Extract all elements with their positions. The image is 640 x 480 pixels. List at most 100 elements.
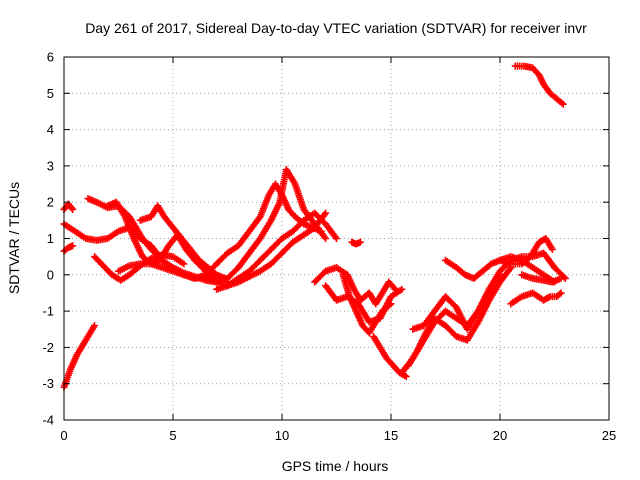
data-point: [69, 205, 77, 213]
data-trace: [543, 236, 555, 252]
data-trace: [183, 247, 198, 263]
data-trace: [509, 294, 524, 307]
data-trace: [536, 73, 547, 86]
data-trace: [541, 293, 553, 303]
data-trace: [340, 273, 353, 299]
data-trace: [443, 257, 459, 270]
data-trace: [225, 265, 241, 281]
y-tick-label: -4: [42, 413, 54, 428]
data-trace: [346, 294, 359, 313]
data-trace: [464, 320, 481, 342]
data-trace: [236, 268, 251, 281]
data-trace: [65, 201, 76, 212]
y-tick-label: -2: [42, 340, 54, 355]
data-trace: [258, 261, 273, 274]
data-trace: [371, 334, 383, 350]
data-trace: [95, 199, 110, 211]
data-trace: [519, 254, 533, 267]
data-point: [548, 245, 556, 253]
data-trace: [157, 244, 172, 262]
data-trace: [366, 320, 379, 335]
data-trace: [354, 239, 363, 247]
data-trace: [140, 236, 154, 252]
series-track-t: [404, 264, 515, 370]
y-axis-label: SDTVAR / TECUs: [6, 182, 22, 294]
data-trace: [323, 222, 339, 241]
data-trace: [389, 287, 404, 299]
series-track-w: [507, 289, 565, 308]
data-trace: [475, 287, 492, 313]
data-trace: [464, 309, 481, 331]
data-trace: [162, 214, 176, 230]
data-trace: [390, 363, 402, 375]
series-track-z: [511, 62, 567, 108]
data-trace: [384, 356, 396, 368]
x-tick-label: 10: [275, 428, 289, 443]
data-trace: [453, 305, 470, 331]
series-track-r: [348, 238, 364, 248]
data-trace: [554, 96, 566, 107]
x-axis-label: GPS time / hours: [282, 458, 389, 474]
data-point: [387, 300, 395, 308]
data-trace: [349, 239, 359, 247]
data-point: [322, 235, 330, 242]
data-marks: [60, 62, 569, 391]
data-trace: [531, 265, 546, 278]
data-trace: [258, 247, 274, 263]
data-trace: [292, 182, 307, 212]
y-tick-label: 6: [47, 50, 54, 65]
x-tick-label: 25: [602, 428, 616, 443]
series-track-y: [518, 271, 565, 286]
data-trace: [62, 221, 77, 234]
data-trace: [377, 345, 390, 360]
data-trace: [486, 269, 503, 292]
data-trace: [268, 200, 283, 223]
data-trace: [554, 290, 564, 299]
data-trace: [290, 218, 306, 234]
data-trace: [131, 236, 146, 259]
data-trace: [87, 323, 97, 335]
data-trace: [214, 250, 230, 267]
data-trace: [312, 269, 328, 285]
data-trace: [61, 245, 71, 254]
data-point: [69, 242, 77, 250]
data-trace: [257, 193, 272, 219]
data-trace: [286, 207, 298, 219]
data-trace: [513, 62, 526, 70]
x-tick-label: 0: [60, 428, 67, 443]
y-tick-label: -1: [42, 304, 54, 319]
data-trace: [118, 272, 132, 283]
data-trace: [454, 265, 468, 278]
data-trace: [133, 225, 145, 241]
series-track-p: [339, 271, 395, 337]
data-trace: [552, 265, 568, 281]
data-trace: [74, 342, 87, 357]
axis-ticks: [63, 56, 610, 421]
data-trace: [548, 91, 559, 101]
y-tick-label: 5: [47, 86, 54, 101]
y-tick-label: 0: [47, 267, 54, 282]
data-trace: [67, 352, 80, 371]
data-trace: [105, 228, 121, 241]
data-trace: [302, 225, 317, 238]
data-trace: [155, 204, 167, 219]
data-trace: [122, 215, 137, 241]
data-point: [559, 100, 567, 108]
data-trace: [116, 263, 132, 274]
data-trace: [380, 301, 394, 314]
data-trace: [203, 261, 219, 277]
y-tick-label: -3: [42, 376, 54, 391]
data-trace: [66, 242, 75, 251]
data-trace: [480, 261, 494, 274]
data-trace: [528, 240, 542, 259]
data-trace: [61, 201, 71, 212]
x-tick-label: 20: [493, 428, 507, 443]
x-tick-label: 15: [384, 428, 398, 443]
y-tick-label: 2: [47, 195, 54, 210]
series-track-x: [496, 235, 556, 268]
data-trace: [179, 236, 193, 252]
data-point: [333, 235, 340, 242]
data-trace: [283, 167, 298, 186]
data-trace: [171, 254, 186, 267]
